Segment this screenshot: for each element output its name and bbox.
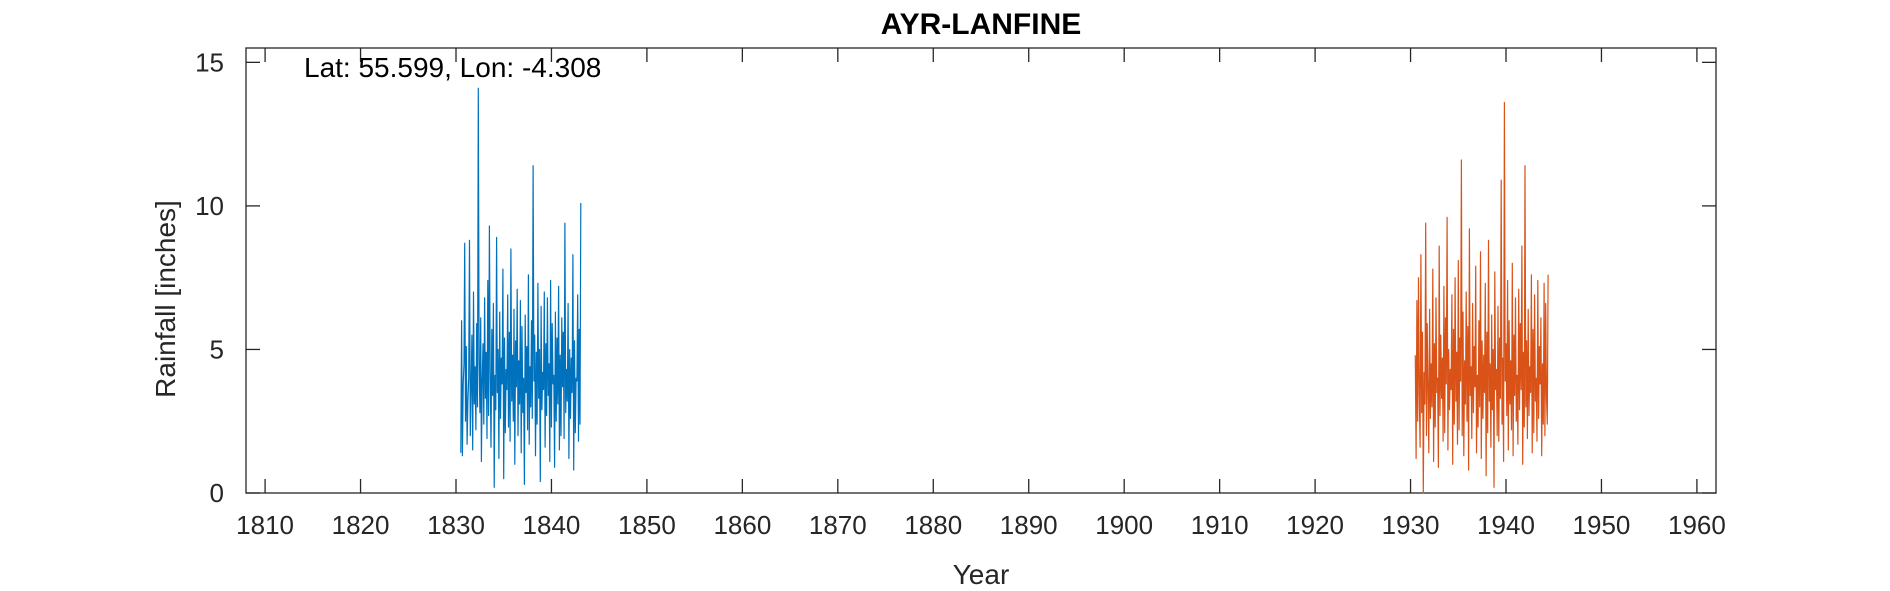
x-tick-label: 1900 — [1095, 510, 1153, 540]
location-annotation: Lat: 55.599, Lon: -4.308 — [304, 52, 601, 83]
chart-title: AYR-LANFINE — [881, 8, 1082, 41]
y-tick-label: 15 — [195, 47, 224, 77]
axes-frame — [245, 47, 1717, 494]
rainfall-series-1-line — [460, 87, 582, 488]
tick-marks — [246, 48, 1716, 494]
x-tick-label: 1880 — [904, 510, 962, 540]
x-tick-label: 1810 — [236, 510, 294, 540]
y-tick-label: 10 — [195, 191, 224, 221]
tick-labels: 1810 1820 1830 1840 1850 1860 1870 1880 1890 1900… — [195, 47, 1726, 540]
rainfall-series-2-line — [1414, 101, 1549, 494]
x-tick-label: 1860 — [713, 510, 771, 540]
y-axis-label: Rainfall [inches] — [150, 200, 181, 398]
x-tick-label: 1940 — [1477, 510, 1535, 540]
x-tick-label: 1930 — [1382, 510, 1440, 540]
x-tick-label: 1920 — [1286, 510, 1344, 540]
x-tick-label: 1830 — [427, 510, 485, 540]
x-axis-label: Year — [953, 559, 1010, 590]
x-tick-label: 1870 — [809, 510, 867, 540]
plot-box — [245, 47, 1717, 494]
x-tick-label: 1950 — [1573, 510, 1631, 540]
x-tick-label: 1890 — [1000, 510, 1058, 540]
x-tick-label: 1910 — [1191, 510, 1249, 540]
series-layer — [460, 87, 1549, 494]
x-tick-label: 1960 — [1668, 510, 1726, 540]
y-tick-label: 5 — [210, 334, 224, 364]
x-tick-label: 1850 — [618, 510, 676, 540]
x-tick-label: 1820 — [332, 510, 390, 540]
y-tick-label: 0 — [210, 478, 224, 508]
x-tick-label: 1840 — [523, 510, 581, 540]
